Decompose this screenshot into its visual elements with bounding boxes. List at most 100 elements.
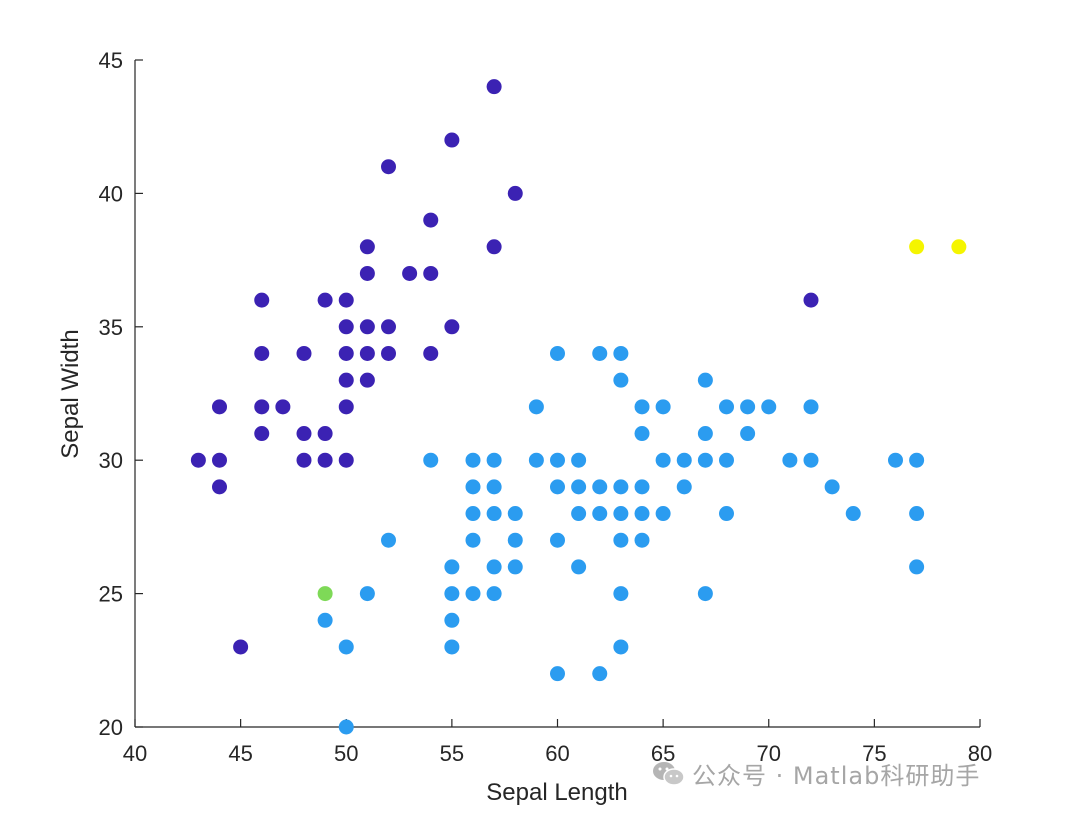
data-point-1-23 xyxy=(697,452,713,468)
data-point-1-13 xyxy=(697,426,713,442)
data-point-1-11 xyxy=(803,399,819,415)
data-point-1-17 xyxy=(486,452,502,468)
data-point-0-24 xyxy=(338,372,354,388)
data-point-0-35 xyxy=(296,452,312,468)
data-point-0-29 xyxy=(338,399,354,415)
data-point-1-37 xyxy=(824,479,840,495)
y-tick-label-45: 45 xyxy=(99,48,123,73)
data-point-1-62 xyxy=(465,586,481,602)
data-point-0-0 xyxy=(486,79,502,95)
data-point-0-7 xyxy=(359,265,375,281)
data-point-1-20 xyxy=(571,452,587,468)
data-point-1-51 xyxy=(507,532,523,548)
data-point-0-34 xyxy=(212,452,227,468)
data-point-1-34 xyxy=(613,479,629,495)
data-point-0-17 xyxy=(444,319,460,335)
y-tick-label-20: 20 xyxy=(99,715,123,740)
data-point-0-4 xyxy=(423,212,439,228)
data-point-1-63 xyxy=(486,586,502,602)
data-point-1-54 xyxy=(634,532,650,548)
data-point-0-12 xyxy=(338,292,354,308)
data-point-1-26 xyxy=(803,452,819,468)
data-point-1-9 xyxy=(740,399,756,415)
data-point-1-33 xyxy=(592,479,608,495)
data-point-1-69 xyxy=(444,639,460,655)
data-point-1-22 xyxy=(676,452,692,468)
data-point-0-9 xyxy=(423,265,439,281)
data-point-0-3 xyxy=(507,185,523,201)
data-point-1-48 xyxy=(909,506,925,522)
data-point-0-11 xyxy=(317,292,333,308)
data-point-1-50 xyxy=(465,532,481,548)
data-point-0-21 xyxy=(359,345,375,361)
data-point-3-0 xyxy=(909,239,925,255)
data-point-1-46 xyxy=(719,506,734,522)
data-point-0-22 xyxy=(381,345,396,361)
data-point-1-31 xyxy=(550,479,565,495)
data-point-1-12 xyxy=(634,426,650,442)
data-point-1-38 xyxy=(465,506,481,522)
data-point-1-19 xyxy=(550,452,565,468)
data-point-0-8 xyxy=(402,265,418,281)
data-point-0-36 xyxy=(317,452,333,468)
data-point-1-25 xyxy=(782,452,798,468)
data-point-1-6 xyxy=(634,399,650,415)
data-point-0-32 xyxy=(317,426,333,442)
data-point-1-72 xyxy=(592,666,608,682)
data-point-2-0 xyxy=(317,586,333,602)
data-point-1-1 xyxy=(592,345,608,361)
data-point-1-36 xyxy=(676,479,692,495)
x-tick-label-45: 45 xyxy=(228,741,252,766)
data-point-1-45 xyxy=(655,506,671,522)
data-point-0-23 xyxy=(423,345,439,361)
data-point-1-56 xyxy=(486,559,502,575)
data-point-1-65 xyxy=(697,586,713,602)
data-point-1-14 xyxy=(740,426,756,442)
data-point-1-64 xyxy=(613,586,629,602)
data-point-0-38 xyxy=(212,479,227,495)
x-tick-label-70: 70 xyxy=(757,741,781,766)
data-point-0-31 xyxy=(296,426,312,442)
data-point-0-16 xyxy=(381,319,396,335)
data-point-0-27 xyxy=(254,399,270,415)
data-point-1-21 xyxy=(655,452,671,468)
data-point-1-2 xyxy=(613,345,629,361)
data-point-0-28 xyxy=(275,399,291,415)
data-point-1-3 xyxy=(613,372,629,388)
data-point-1-71 xyxy=(550,666,565,682)
data-point-1-29 xyxy=(465,479,481,495)
data-point-0-18 xyxy=(254,345,270,361)
data-point-1-53 xyxy=(613,532,629,548)
y-tick-label-40: 40 xyxy=(99,181,123,206)
data-point-1-27 xyxy=(888,452,903,468)
data-point-0-5 xyxy=(486,239,502,255)
x-tick-label-40: 40 xyxy=(123,741,147,766)
data-point-0-33 xyxy=(190,452,206,468)
data-point-1-10 xyxy=(761,399,777,415)
data-point-1-73 xyxy=(338,719,354,735)
data-point-1-15 xyxy=(423,452,439,468)
wechat-icon xyxy=(653,761,685,786)
data-point-1-43 xyxy=(613,506,629,522)
x-tick-label-75: 75 xyxy=(862,741,886,766)
data-point-1-61 xyxy=(444,586,460,602)
watermark: 公众号 · Matlab科研助手 xyxy=(652,756,980,791)
data-point-0-1 xyxy=(444,132,460,148)
data-point-1-8 xyxy=(719,399,734,415)
watermark-text: 公众号 · Matlab科研助手 xyxy=(692,762,981,790)
data-point-1-7 xyxy=(655,399,671,415)
data-point-0-14 xyxy=(338,319,354,335)
data-point-0-37 xyxy=(338,452,354,468)
y-axis-label: Sepal Width xyxy=(57,329,84,458)
data-point-0-2 xyxy=(381,159,396,175)
data-point-1-42 xyxy=(592,506,608,522)
data-point-1-67 xyxy=(444,612,460,628)
data-point-1-16 xyxy=(465,452,481,468)
y-tick-label-30: 30 xyxy=(99,448,123,473)
y-tick-label-35: 35 xyxy=(99,315,123,340)
data-point-1-35 xyxy=(634,479,650,495)
x-tick-label-60: 60 xyxy=(545,741,569,766)
data-point-0-6 xyxy=(359,239,375,255)
data-point-1-60 xyxy=(359,586,375,602)
